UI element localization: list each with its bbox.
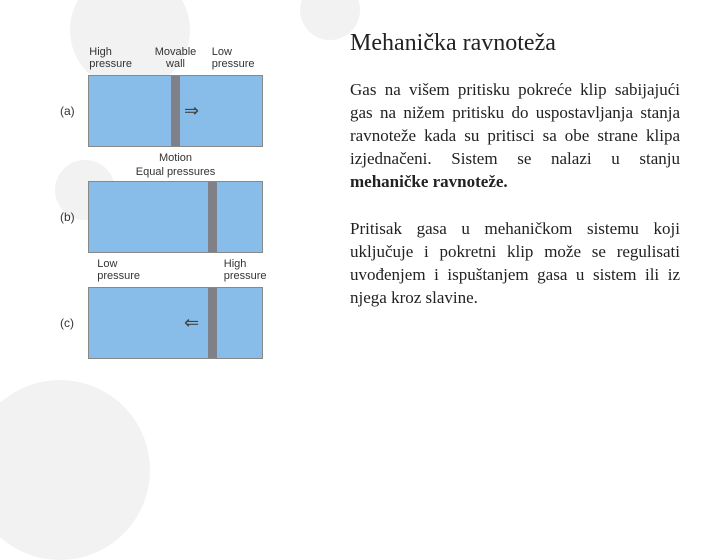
panel-c-letter: (c) (60, 316, 88, 330)
panel-c-labels: Low pressure High pressure (89, 258, 262, 282)
slide-content: (a) Movable wall High pressure Low press… (0, 0, 720, 540)
panel-b-letter: (b) (60, 210, 88, 224)
text-column: Mehanička ravnoteža Gas na višem pritisk… (345, 0, 720, 540)
panel-a: Movable wall High pressure Low pressure … (88, 75, 263, 147)
arrow-left-icon: ⇐ (184, 313, 199, 334)
gas-right (217, 288, 262, 358)
panel-c: Low pressure High pressure ⇐ (88, 287, 263, 359)
movable-wall (208, 288, 217, 358)
para1-bold: mehaničke ravnoteže. (350, 172, 508, 191)
paragraph-2: Pritisak gasa u mehaničkom sistemu koji … (350, 218, 680, 310)
movable-wall (171, 76, 180, 146)
panel-a-labels: High pressure Low pressure (89, 46, 262, 70)
diagram-column: (a) Movable wall High pressure Low press… (0, 0, 345, 540)
para1-text: Gas na višem pritisku pokreće klip sabij… (350, 80, 680, 168)
paragraph-1: Gas na višem pritisku pokreće klip sabij… (350, 79, 680, 194)
slide-title: Mehanička ravnoteža (350, 30, 680, 57)
panel-a-letter: (a) (60, 104, 88, 118)
label-high-pressure: High pressure (89, 46, 139, 70)
movable-wall (208, 182, 217, 252)
panel-a-block: (a) Movable wall High pressure Low press… (60, 75, 335, 147)
label-low-pressure: Low pressure (212, 46, 262, 70)
gas-left (89, 76, 171, 146)
label-high-pressure: High pressure (224, 258, 274, 282)
gas-right (217, 182, 262, 252)
gas-left (89, 182, 208, 252)
equal-pressures-label: Equal pressures (136, 166, 216, 178)
panel-c-block: (c) Low pressure High pressure ⇐ (60, 287, 335, 359)
label-low-pressure: Low pressure (97, 258, 147, 282)
panel-b: Equal pressures (88, 181, 263, 253)
motion-label: Motion (159, 152, 192, 164)
arrow-right-icon: ⇒ (184, 101, 199, 122)
panel-b-block: (b) Equal pressures (60, 181, 335, 253)
